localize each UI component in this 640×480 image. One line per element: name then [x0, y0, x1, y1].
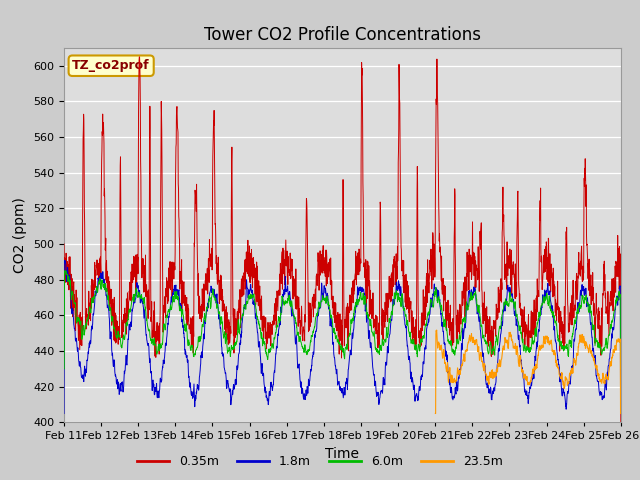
X-axis label: Time: Time [325, 447, 360, 461]
Title: Tower CO2 Profile Concentrations: Tower CO2 Profile Concentrations [204, 25, 481, 44]
Legend: 0.35m, 1.8m, 6.0m, 23.5m: 0.35m, 1.8m, 6.0m, 23.5m [132, 450, 508, 473]
Y-axis label: CO2 (ppm): CO2 (ppm) [13, 197, 28, 273]
Text: TZ_co2prof: TZ_co2prof [72, 59, 150, 72]
